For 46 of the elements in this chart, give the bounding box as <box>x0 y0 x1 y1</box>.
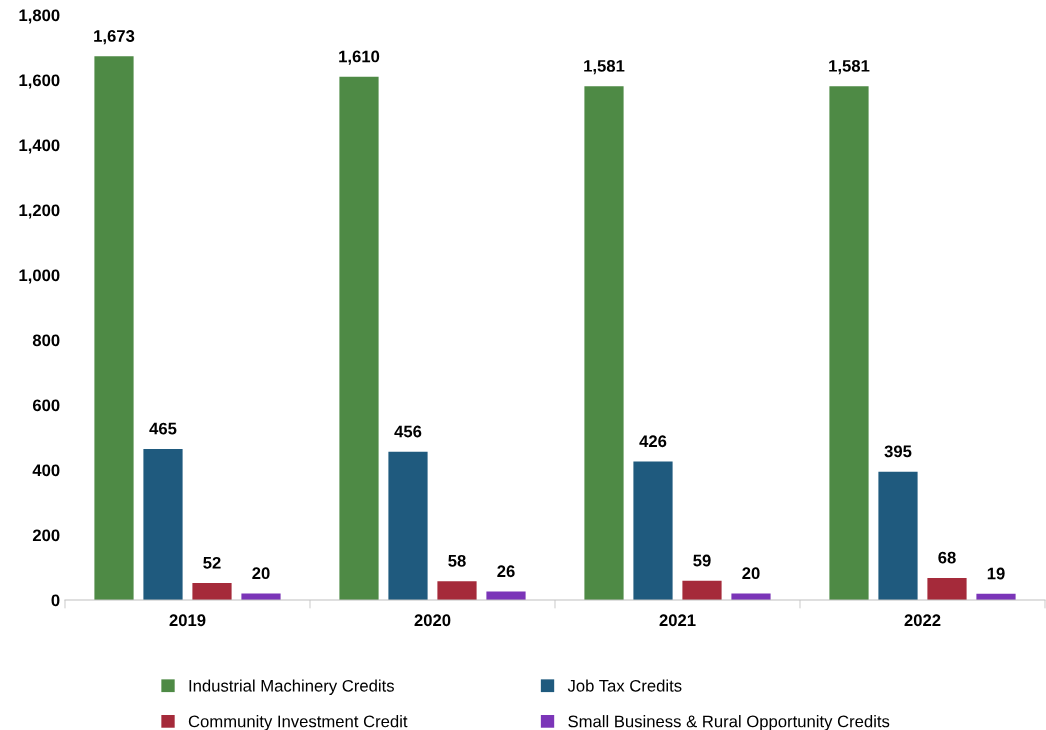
y-tick-label: 1,400 <box>19 139 60 154</box>
legend-label: Small Business & Rural Opportunity Credits <box>568 715 890 730</box>
x-tick-label: 2021 <box>659 614 696 627</box>
legend-label: Community Investment Credit <box>188 715 408 730</box>
y-tick-label: 800 <box>32 334 60 347</box>
bar <box>927 577 967 600</box>
y-tick-label: 200 <box>32 529 60 542</box>
text: 68 <box>938 551 956 564</box>
text: 1,581 <box>829 59 870 75</box>
text: 26 <box>497 565 515 578</box>
legend-label: Job Tax Credits <box>567 679 682 692</box>
text: 465 <box>149 422 177 435</box>
text: 395 <box>884 445 912 458</box>
bar <box>388 451 428 600</box>
y-tick-label: 1,600 <box>19 74 60 89</box>
y-tick-label: 600 <box>32 399 60 412</box>
bar <box>584 86 624 600</box>
text: 52 <box>203 556 221 569</box>
text: 1,610 <box>339 50 380 65</box>
bar <box>339 76 379 600</box>
y-tick-label: 400 <box>32 464 60 477</box>
x-tick-label: 2020 <box>414 614 451 627</box>
y-tick-label: 1,800 <box>19 9 60 24</box>
text: 58 <box>448 554 466 567</box>
text: 59 <box>693 554 711 567</box>
bar <box>633 461 673 600</box>
y-tick-label: 1,000 <box>19 269 60 284</box>
bar <box>143 448 183 600</box>
bar <box>192 583 232 600</box>
text: 456 <box>394 425 422 438</box>
text: 20 <box>742 567 760 580</box>
text: 20 <box>252 567 270 580</box>
y-tick-label: 1,200 <box>19 204 60 219</box>
bar <box>829 86 869 600</box>
text: 1,581 <box>584 59 625 75</box>
x-tick-label: 2019 <box>169 614 206 627</box>
bar <box>878 471 918 600</box>
bar <box>94 56 134 600</box>
bar <box>682 580 722 600</box>
x-tick-label: 2022 <box>904 614 941 627</box>
legend-label: Industrial Machinery Credits <box>189 679 394 695</box>
text: 19 <box>987 567 1005 580</box>
y-tick-label: 0 <box>51 594 60 607</box>
text: 1,673 <box>94 30 135 45</box>
text: 426 <box>639 435 667 448</box>
bar <box>437 581 477 600</box>
